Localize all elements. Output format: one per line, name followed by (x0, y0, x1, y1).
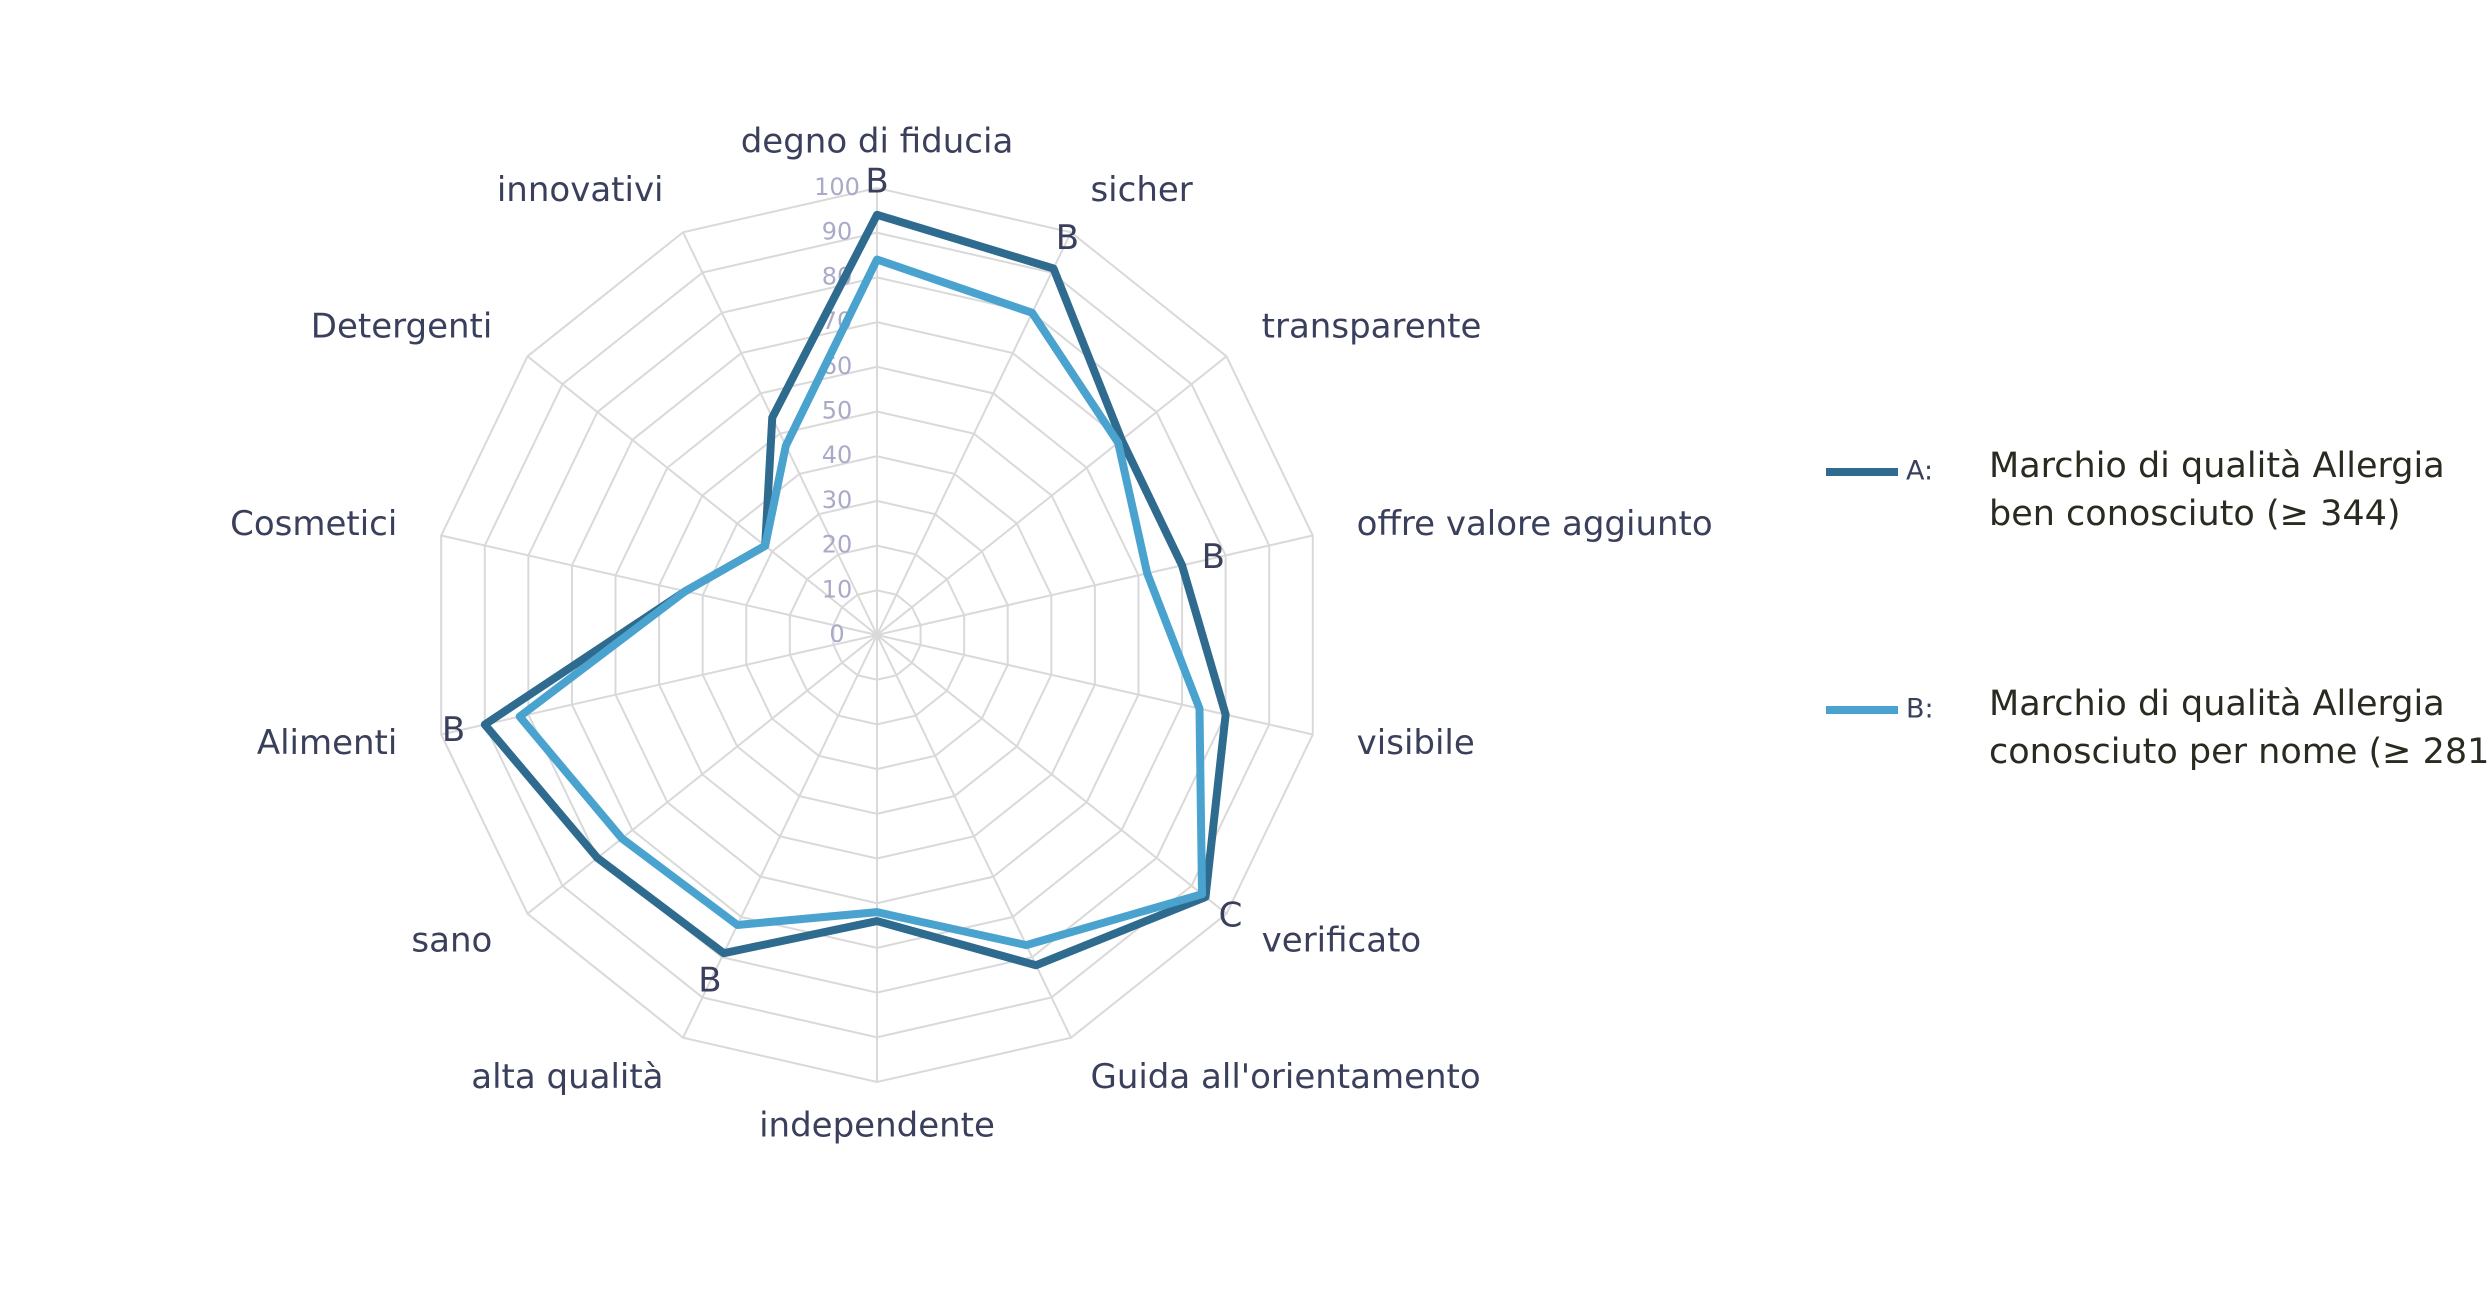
category-label: Detergenti (311, 307, 493, 347)
r-tick-label: 0 (829, 620, 844, 648)
category-label: transparente (1262, 307, 1482, 347)
significance-label: B (1202, 537, 1225, 577)
r-tick-label: 10 (822, 575, 853, 603)
spoke (526, 634, 878, 915)
r-tick-label: 100 (814, 173, 860, 201)
legend-label: Marchio di qualità Allergia ben conosciu… (1989, 446, 2445, 534)
category-label: visibile (1357, 723, 1475, 763)
r-tick-label: 90 (822, 218, 853, 246)
category-label: offre valore aggiunto (1357, 504, 1713, 544)
spoke (526, 355, 878, 636)
category-label: Guida all'orientamento (1090, 1057, 1480, 1097)
category-label: degno di fiducia (741, 122, 1014, 162)
spoke (876, 634, 1314, 736)
category-label: independente (759, 1106, 995, 1146)
category-label: sicher (1090, 170, 1192, 210)
spoke (440, 534, 878, 636)
legend-label: Marchio di qualità Allergia conosciuto p… (1989, 684, 2488, 772)
series-line (515, 255, 1207, 950)
category-label: innovativi (497, 170, 664, 210)
category-label: sano (411, 920, 492, 960)
spoke (876, 634, 1228, 915)
spoke (440, 634, 878, 736)
spoke (876, 634, 1072, 1039)
r-tick-label: 20 (822, 531, 853, 559)
r-tick-label: 30 (822, 486, 853, 514)
legend-key: A: (1906, 456, 1933, 487)
spoke (876, 355, 1228, 636)
spoke (876, 231, 1072, 636)
category-label: Cosmetici (230, 504, 397, 544)
significance-label: B (865, 161, 888, 201)
r-tick-label: 40 (822, 441, 853, 469)
spoke (682, 231, 878, 636)
significance-label: B (698, 960, 721, 1000)
spoke (876, 534, 1314, 636)
r-tick-label: 50 (822, 397, 853, 425)
category-label: Alimenti (257, 723, 398, 763)
significance-label: B (1056, 218, 1079, 258)
significance-label: C (1219, 895, 1243, 935)
spoke (682, 634, 878, 1039)
category-label: alta qualità (471, 1057, 663, 1097)
legend-key: B: (1906, 694, 1934, 725)
significance-label: B (442, 710, 465, 750)
category-label: verificato (1262, 920, 1422, 960)
